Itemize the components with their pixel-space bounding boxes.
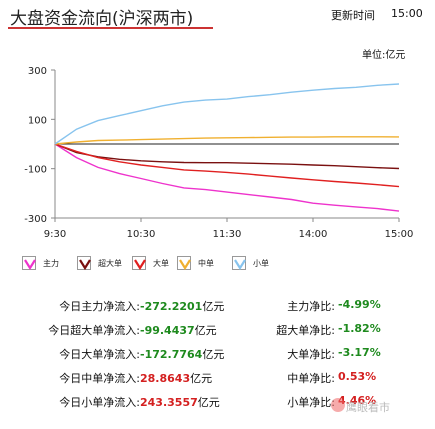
legend-swatch-icon (232, 256, 246, 271)
y-tick-label: -300 (24, 214, 47, 225)
ratio-label: 小单净比: (240, 394, 335, 412)
ratio-value-text: -1.82% (338, 322, 381, 335)
stat-value: 28.8643亿元 (140, 370, 270, 388)
series-line-中单 (54, 136, 400, 145)
header: 大盘资金流向(沪深两市) 更新时间 15:00 (0, 0, 435, 32)
stat-unit-text: 亿元 (202, 300, 225, 313)
stat-value: -99.4437亿元 (140, 322, 270, 340)
ratio-value-text: 4.46% (338, 394, 377, 407)
series-line-大单 (54, 143, 400, 188)
ratio-label-text: 大单净比: (287, 348, 335, 361)
stat-unit-text: 亿元 (190, 372, 213, 385)
watermark-logo-icon (331, 398, 345, 412)
unit-label: 单位:亿元 (362, 50, 406, 61)
stat-label: 今日主力净流入: (20, 298, 140, 316)
ratio-label-text: 小单净比: (287, 396, 335, 409)
legend-label: 大单 (153, 259, 169, 268)
y-tick-label: 100 (28, 115, 47, 126)
ratio-value: 4.46% (338, 394, 418, 412)
stat-label-text: 今日中单净流入: (59, 372, 140, 385)
stat-label: 今日大单净流入: (20, 346, 140, 364)
ratio-value: -1.82% (338, 322, 418, 340)
ratio-value: 0.53% (338, 370, 418, 388)
title-underline (8, 27, 213, 29)
stat-label: 今日小单净流入: (20, 394, 140, 412)
page-title: 大盘资金流向(沪深两市) (10, 9, 194, 29)
legend-label: 主力 (43, 259, 59, 268)
legend-label: 中单 (198, 259, 214, 268)
ratio-value: -3.17% (338, 346, 418, 364)
stat-label-text: 今日小单净流入: (59, 396, 140, 409)
legend-label: 小单 (253, 259, 269, 268)
ratio-label: 大单净比: (240, 346, 335, 364)
stat-value-text: -272.2201亿元 (140, 300, 225, 313)
x-tick-label: 9:30 (44, 229, 66, 240)
ratio-label: 超大单净比: (240, 322, 335, 340)
ratio-label-text: 中单净比: (287, 372, 335, 385)
ratio-value-text: -4.99% (338, 298, 381, 311)
stat-unit-text: 亿元 (194, 324, 217, 337)
stat-unit-text: 亿元 (197, 396, 220, 409)
series-line-小单 (54, 83, 400, 145)
stat-label-text: 今日主力净流入: (59, 300, 140, 313)
chart-legend: 主力 超大单 大单 中单 小单 (22, 255, 432, 275)
ratio-label-text: 超大单净比: (276, 324, 335, 337)
series-line-主力 (54, 143, 400, 212)
legend-swatch-icon (132, 256, 146, 271)
stat-value: -272.2201亿元 (140, 298, 270, 316)
stat-unit-text: 亿元 (202, 348, 225, 361)
x-tick-label: 10:30 (127, 229, 156, 240)
ratio-value-text: 0.53% (338, 370, 377, 383)
stat-value-text: 28.8643亿元 (140, 372, 213, 385)
x-tick-label: 15:00 (385, 229, 414, 240)
stat-value-text: -99.4437亿元 (140, 324, 217, 337)
y-tick-label: -100 (24, 165, 47, 176)
stat-value-text: 243.3557亿元 (140, 396, 220, 409)
ratio-label-text: 主力净比: (287, 300, 335, 313)
stat-label: 今日中单净流入: (20, 370, 140, 388)
ratio-value: -4.99% (338, 298, 418, 316)
legend-label: 超大单 (98, 259, 122, 268)
watermark: 鹰眼看市 (346, 401, 390, 414)
legend-swatch-icon (177, 256, 191, 271)
ratio-value-text: -3.17% (338, 346, 381, 359)
stat-label-text: 今日超大单净流入: (48, 324, 140, 337)
ratio-label: 中单净比: (240, 370, 335, 388)
legend-swatch-icon (22, 256, 36, 271)
stat-label-text: 今日大单净流入: (59, 348, 140, 361)
stat-value: 243.3557亿元 (140, 394, 270, 412)
update-time-label: 更新时间 (331, 9, 375, 22)
ratio-label: 主力净比: (240, 298, 335, 316)
series-line-超大单 (54, 143, 400, 170)
fund-flow-chart: 300 100 -100 -300 9:30 10:30 11:30 14:00 15:00 (24, 66, 414, 240)
y-tick-label: 300 (28, 66, 47, 77)
x-tick-label: 11:30 (213, 229, 242, 240)
stat-value: -172.7764亿元 (140, 346, 270, 364)
stat-label: 今日超大单净流入: (20, 322, 140, 340)
update-time-value: 15:00 (391, 7, 423, 20)
x-tick-label: 14:00 (299, 229, 328, 240)
stat-value-text: -172.7764亿元 (140, 348, 225, 361)
legend-swatch-icon (77, 256, 91, 271)
